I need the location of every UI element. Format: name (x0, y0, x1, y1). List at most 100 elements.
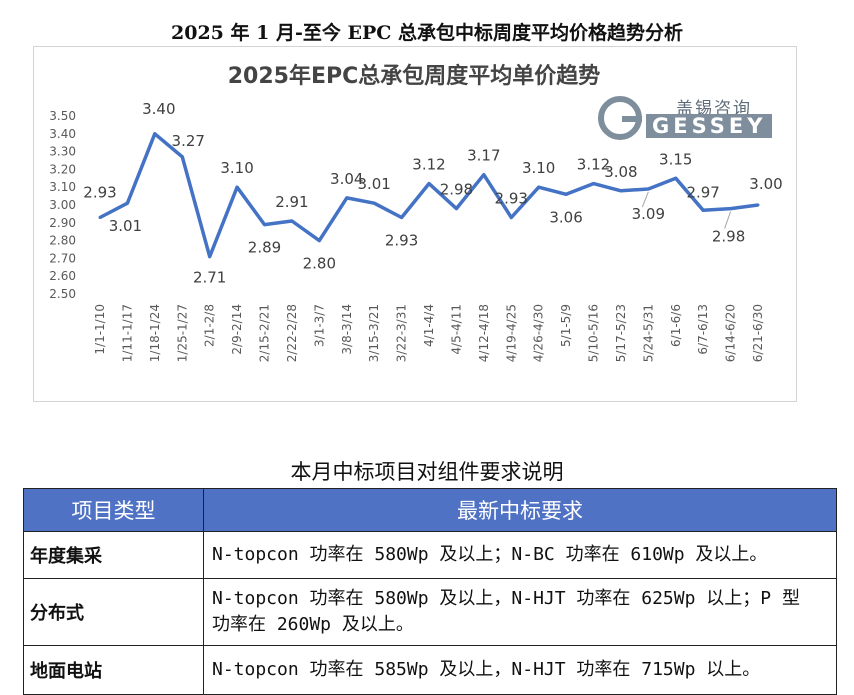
data-label: 3.04 (330, 170, 363, 188)
data-point (537, 185, 541, 189)
data-point (756, 203, 760, 207)
line-chart: 2.50 2.60 2.70 2.80 2.90 3.00 3.10 3.20 3.30 3.40… (49, 100, 782, 362)
data-label: 2.91 (275, 193, 308, 211)
data-point (729, 207, 733, 211)
requirement-line: 功率在 260Wp 及以上。 (212, 614, 414, 635)
x-tick-label: 4/19-4/25 (504, 304, 518, 362)
y-tick-label: 3.50 (49, 109, 76, 123)
data-label: 3.09 (632, 205, 665, 223)
data-point (646, 187, 650, 191)
section-title: 本月中标项目对组件要求说明 (290, 460, 564, 484)
data-label: 3.01 (109, 217, 142, 235)
row-requirement: N-topcon 功率在 580Wp 及以上，N-HJT 功率在 625Wp 以… (203, 578, 837, 646)
data-point (427, 182, 431, 186)
data-point (125, 201, 129, 205)
data-label: 3.17 (467, 147, 500, 165)
requirement-line: N-topcon 功率在 580Wp 及以上，N-HJT 功率在 625Wp 以… (212, 588, 800, 609)
x-tick-label: 1/11-1/17 (120, 304, 134, 362)
y-tick-label: 3.40 (49, 127, 76, 141)
x-tick-label: 2/1-2/8 (203, 304, 217, 347)
requirements-table: 项目类型 最新中标要求 年度集采 N-topcon 功率在 580Wp 及以上；… (23, 488, 837, 695)
data-point (263, 223, 266, 227)
data-point (180, 155, 184, 159)
data-label: 3.12 (412, 156, 445, 174)
x-tick-label: 3/22-3/31 (395, 304, 409, 362)
y-tick-label: 2.80 (49, 234, 76, 248)
data-point (317, 239, 321, 243)
data-label: 2.93 (495, 189, 528, 207)
x-tick-label: 4/12-4/18 (477, 304, 491, 362)
x-tick-label: 1/18-1/24 (148, 304, 162, 362)
data-label: 3.08 (604, 163, 637, 181)
chart-frame (33, 46, 797, 402)
y-tick-label: 2.50 (49, 287, 76, 301)
x-tick-label: 3/1-3/7 (312, 304, 326, 347)
data-label: 3.00 (749, 175, 782, 193)
x-tick-label: 4/1-4/4 (422, 304, 436, 347)
data-point (592, 182, 595, 186)
x-tick-label: 5/10-5/16 (587, 304, 601, 362)
header-project-type: 项目类型 (23, 488, 204, 532)
row-type: 分布式 (23, 578, 204, 646)
row-type: 地面电站 (23, 645, 204, 695)
row-type: 年度集采 (23, 531, 204, 579)
data-label: 2.98 (440, 181, 473, 199)
requirement-line: N-topcon 功率在 585Wp 及以上，N-HJT 功率在 715Wp 以… (212, 659, 761, 680)
label-leader-line (641, 191, 649, 208)
y-tick-label: 3.20 (49, 162, 76, 176)
x-tick-label: 2/9-2/14 (230, 304, 244, 355)
table-row: 分布式 N-topcon 功率在 580Wp 及以上，N-HJT 功率在 625… (23, 578, 837, 646)
data-point (208, 255, 212, 259)
table-row: 地面电站 N-topcon 功率在 585Wp 及以上，N-HJT 功率在 71… (23, 645, 837, 695)
data-point (674, 176, 678, 180)
x-tick-label: 2/22-2/28 (285, 304, 299, 362)
row-requirement: N-topcon 功率在 580Wp 及以上；N-BC 功率在 610Wp 及以… (203, 531, 837, 579)
x-tick-label: 6/1-6/6 (669, 304, 683, 347)
data-point (345, 196, 349, 200)
data-label: 3.10 (522, 159, 555, 177)
data-point (400, 215, 404, 219)
y-tick-label: 2.90 (49, 216, 76, 230)
x-tick-label: 4/5-4/11 (449, 304, 463, 355)
logo-g-mark (598, 96, 642, 140)
x-tick-label: 1/1-1/10 (93, 304, 107, 355)
data-point (372, 201, 376, 205)
x-tick-label: 5/24-5/31 (641, 304, 655, 362)
data-point (482, 173, 486, 177)
x-tick-label: 3/15-3/21 (367, 304, 381, 362)
data-label: 2.93 (83, 183, 116, 201)
data-point (290, 219, 294, 223)
table-row: 年度集采 N-topcon 功率在 580Wp 及以上；N-BC 功率在 610… (23, 531, 837, 579)
data-label: 2.80 (303, 255, 336, 273)
data-label: 3.15 (659, 150, 692, 168)
data-label: 3.27 (172, 132, 205, 150)
page-title: 2025 年 1 月-至今 EPC 总承包中标周度平均价格趋势分析 (171, 22, 683, 44)
data-label: 2.89 (248, 239, 281, 257)
gessey-logo: 盖锡咨询 GESSEY (598, 94, 776, 140)
data-label: 3.06 (549, 208, 582, 226)
x-tick-label: 5/17-5/23 (614, 304, 628, 362)
x-tick-label: 2/15-2/21 (258, 304, 272, 362)
header-latest-requirement: 最新中标要求 (203, 488, 837, 532)
data-label: 2.98 (712, 228, 745, 246)
x-tick-label: 3/8-3/14 (340, 304, 354, 355)
y-tick-label: 2.60 (49, 269, 76, 283)
data-point (235, 185, 239, 189)
requirement-line: N-topcon 功率在 580Wp 及以上；N-BC 功率在 610Wp 及以… (212, 544, 768, 565)
data-label: 3.01 (357, 175, 390, 193)
x-tick-label: 6/21-6/30 (751, 304, 765, 362)
row-requirement: N-topcon 功率在 585Wp 及以上，N-HJT 功率在 715Wp 以… (203, 645, 837, 695)
y-tick-label: 3.00 (49, 198, 76, 212)
data-point (509, 215, 513, 219)
data-point (454, 207, 458, 211)
x-tick-label: 1/25-1/27 (175, 304, 189, 362)
label-leader-line (724, 211, 732, 229)
data-label: 3.12 (577, 156, 610, 174)
data-point (98, 215, 102, 219)
data-label: 3.10 (220, 159, 253, 177)
data-label: 3.40 (142, 100, 175, 118)
data-label: 2.97 (686, 183, 719, 201)
x-tick-label: 6/14-6/20 (724, 304, 738, 362)
data-label: 2.93 (385, 231, 418, 249)
x-tick-label: 6/7-6/13 (696, 304, 710, 355)
